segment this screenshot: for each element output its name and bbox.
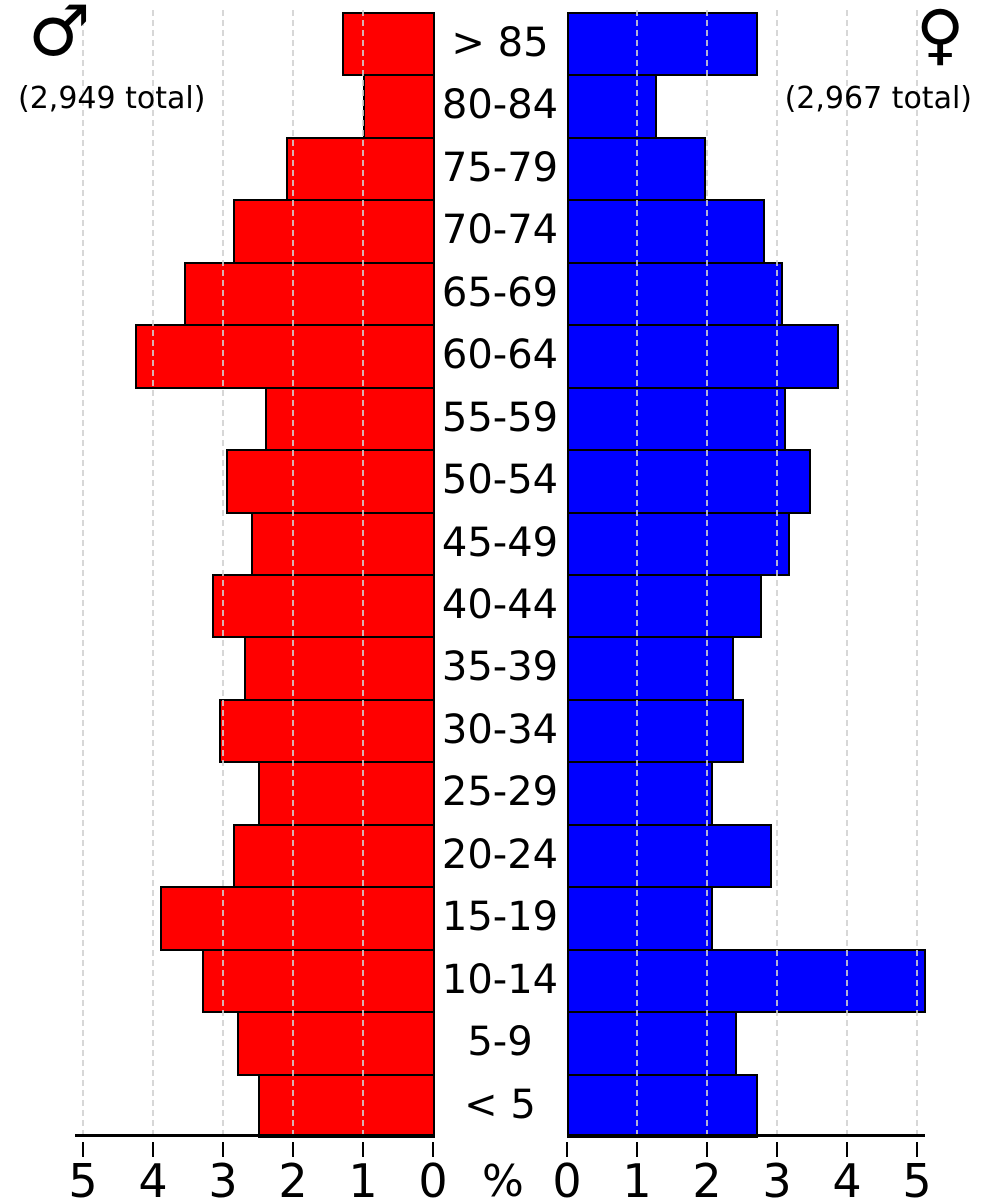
female-bar-row-0 (567, 12, 758, 76)
male-bar-row-15 (202, 949, 435, 1013)
right-tick-mark-2 (706, 1142, 708, 1157)
female-bar-row-7 (567, 449, 811, 514)
female-bar-row-16 (567, 1011, 737, 1076)
right-gridline-4 (846, 10, 848, 1136)
left-tick-mark-5 (82, 1142, 84, 1157)
percent-axis-label: % (482, 1156, 524, 1200)
male-bar-row-14 (160, 886, 435, 951)
left-tick-label-3: 3 (208, 1154, 238, 1200)
female-bar-row-14 (567, 886, 713, 951)
right-tick-label-5: 5 (902, 1154, 932, 1200)
age-group-label: 40-44 (441, 582, 559, 628)
right-gridline-5 (916, 10, 918, 1136)
age-group-label: 45-49 (441, 520, 559, 566)
age-group-label: 10-14 (441, 957, 559, 1003)
female-bar-row-13 (567, 824, 772, 888)
male-bar-row-5 (135, 324, 435, 389)
female-bar-row-5 (567, 324, 839, 389)
right-tick-mark-5 (916, 1142, 918, 1157)
right-tick-mark-1 (636, 1142, 638, 1157)
right-gridline-3 (776, 10, 778, 1136)
female-bar-row-15 (567, 949, 926, 1013)
male-bar-row-9 (212, 574, 435, 638)
male-bar-row-0 (342, 12, 435, 76)
left-gridline-2 (292, 10, 294, 1136)
left-x-axis-line (75, 1134, 435, 1137)
male-bar-row-11 (219, 699, 435, 763)
male-total-label: (2,949 total) (18, 81, 206, 116)
male-bar-row-16 (237, 1011, 435, 1076)
right-tick-label-2: 2 (692, 1154, 722, 1200)
age-group-label: 75-79 (441, 145, 559, 191)
female-bar-row-4 (567, 262, 783, 326)
female-bar-row-8 (567, 512, 790, 576)
age-group-label: 30-34 (441, 707, 559, 753)
left-tick-mark-2 (292, 1142, 294, 1157)
female-bar-row-10 (567, 636, 734, 701)
age-group-label: 25-29 (441, 769, 559, 815)
male-bar-row-8 (251, 512, 435, 576)
age-group-label: 65-69 (441, 270, 559, 316)
age-group-label: 15-19 (441, 894, 559, 940)
male-bar-row-12 (258, 761, 435, 826)
female-total-label: (2,967 total) (784, 81, 972, 116)
right-x-axis-line (567, 1134, 925, 1137)
right-tick-label-3: 3 (762, 1154, 792, 1200)
left-tick-label-4: 4 (138, 1154, 168, 1200)
male-bar-row-17 (258, 1074, 435, 1138)
female-bar-row-6 (567, 387, 786, 451)
age-group-label: 35-39 (441, 644, 559, 690)
right-tick-mark-3 (776, 1142, 778, 1157)
right-tick-mark-0 (566, 1142, 568, 1157)
right-gridline-1 (636, 10, 638, 1136)
left-tick-mark-0 (432, 1142, 434, 1157)
left-tick-label-0: 0 (418, 1154, 448, 1200)
female-bar-row-17 (567, 1074, 758, 1138)
male-bar-row-1 (363, 74, 435, 139)
left-gridline-5 (82, 10, 84, 1136)
age-group-label: 60-64 (441, 332, 559, 378)
left-tick-mark-1 (362, 1142, 364, 1157)
right-gridline-2 (706, 10, 708, 1136)
female-bar-row-3 (567, 199, 765, 264)
age-group-label: 50-54 (441, 457, 559, 503)
right-tick-mark-4 (846, 1142, 848, 1157)
left-tick-label-1: 1 (348, 1154, 378, 1200)
female-bar-row-9 (567, 574, 762, 638)
age-group-label: 80-84 (441, 82, 559, 128)
male-bar-row-7 (226, 449, 435, 514)
left-tick-mark-3 (222, 1142, 224, 1157)
left-gridline-3 (222, 10, 224, 1136)
male-icon: ♂ (28, 0, 91, 72)
male-bar-row-13 (233, 824, 435, 888)
age-group-label: 20-24 (441, 832, 559, 878)
female-bar-row-12 (567, 761, 713, 826)
male-bar-row-2 (286, 137, 435, 201)
female-icon: ♀ (916, 0, 965, 73)
male-bar-row-10 (244, 636, 435, 701)
right-tick-label-0: 0 (552, 1154, 582, 1200)
left-tick-label-2: 2 (278, 1154, 308, 1200)
female-bar-row-11 (567, 699, 744, 763)
left-gridline-4 (152, 10, 154, 1136)
female-bar-row-1 (567, 74, 657, 139)
left-tick-label-5: 5 (68, 1154, 98, 1200)
age-group-label: > 85 (451, 20, 549, 66)
age-group-label: < 5 (464, 1082, 536, 1128)
left-tick-mark-4 (152, 1142, 154, 1157)
right-tick-label-1: 1 (622, 1154, 652, 1200)
male-bar-row-3 (233, 199, 435, 264)
age-group-label: 70-74 (441, 207, 559, 253)
age-group-label: 5-9 (467, 1019, 533, 1065)
left-gridline-1 (362, 10, 364, 1136)
right-tick-label-4: 4 (832, 1154, 862, 1200)
male-bar-row-6 (265, 387, 435, 451)
age-group-label: 55-59 (441, 395, 559, 441)
